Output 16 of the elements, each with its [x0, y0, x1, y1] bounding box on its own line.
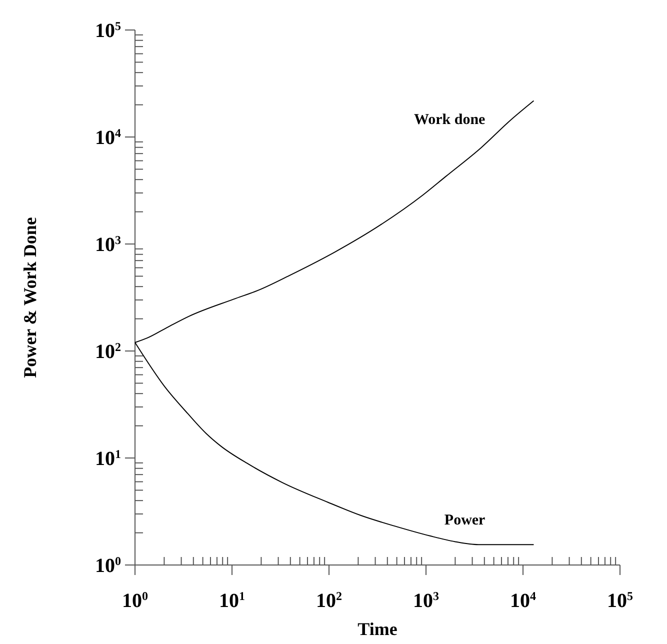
y-tick-label: 10$^{5}$: [95, 19, 121, 42]
series-label: Work done: [414, 112, 486, 128]
series-label: Power: [444, 512, 486, 529]
x-tick-label: 10$^{3}$: [413, 589, 439, 612]
y-tick-label: 10$^{2}$: [95, 340, 121, 363]
y-tick-label: 10$^{4}$: [95, 126, 121, 149]
x-tick-label: 10$^{4}$: [510, 589, 536, 612]
x-tick-label: 10$^{1}$: [219, 589, 245, 612]
x-tick-label: 10$^{2}$: [316, 589, 342, 612]
x-axis-title: Time: [358, 619, 398, 639]
x-tick-label: 10$^{5}$: [607, 589, 633, 612]
x-tick-label: 10$^{0}$: [122, 589, 148, 612]
y-tick-label: 10$^{0}$: [95, 554, 121, 577]
y-axis-title: Power & Work Done: [20, 217, 40, 378]
y-tick-label: 10$^{3}$: [95, 233, 121, 256]
y-tick-label: 10$^{1}$: [95, 447, 121, 470]
